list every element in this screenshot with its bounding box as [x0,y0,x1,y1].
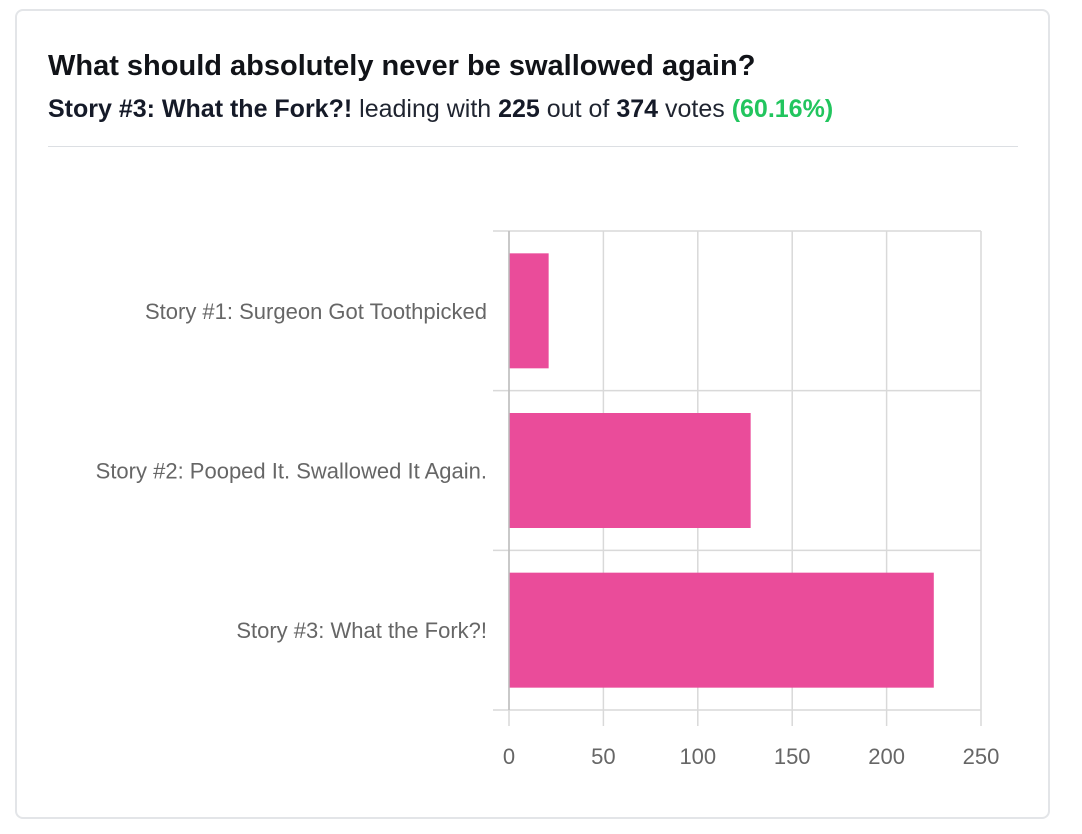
x-tick-label: 50 [591,744,615,769]
category-label: Story #2: Pooped It. Swallowed It Again. [96,459,487,484]
header-divider [48,146,1018,147]
votes-text: votes [664,95,725,123]
x-tick-label: 100 [679,744,716,769]
leader-vote-count: 225 [498,95,540,123]
bar [509,413,751,528]
leader-percentage: (60.16%) [731,95,834,123]
bar [509,253,549,369]
poll-question-title: What should absolutely never be swallowe… [48,50,756,82]
x-tick-label: 150 [774,744,811,769]
x-tick-label: 0 [503,744,515,769]
bar [509,572,934,688]
category-label: Story #3: What the Fork?! [236,618,487,643]
x-tick-label: 200 [868,744,905,769]
category-label: Story #1: Surgeon Got Toothpicked [145,299,487,324]
total-vote-count: 374 [616,95,659,123]
leader-name: Story #3: What the Fork?! [48,95,353,123]
leading-with-text: leading with [359,95,492,123]
out-of-text: out of [546,95,610,123]
x-tick-label: 250 [963,744,1000,769]
poll-leader-summary: Story #3: What the Fork?! leading with 2… [48,95,833,124]
